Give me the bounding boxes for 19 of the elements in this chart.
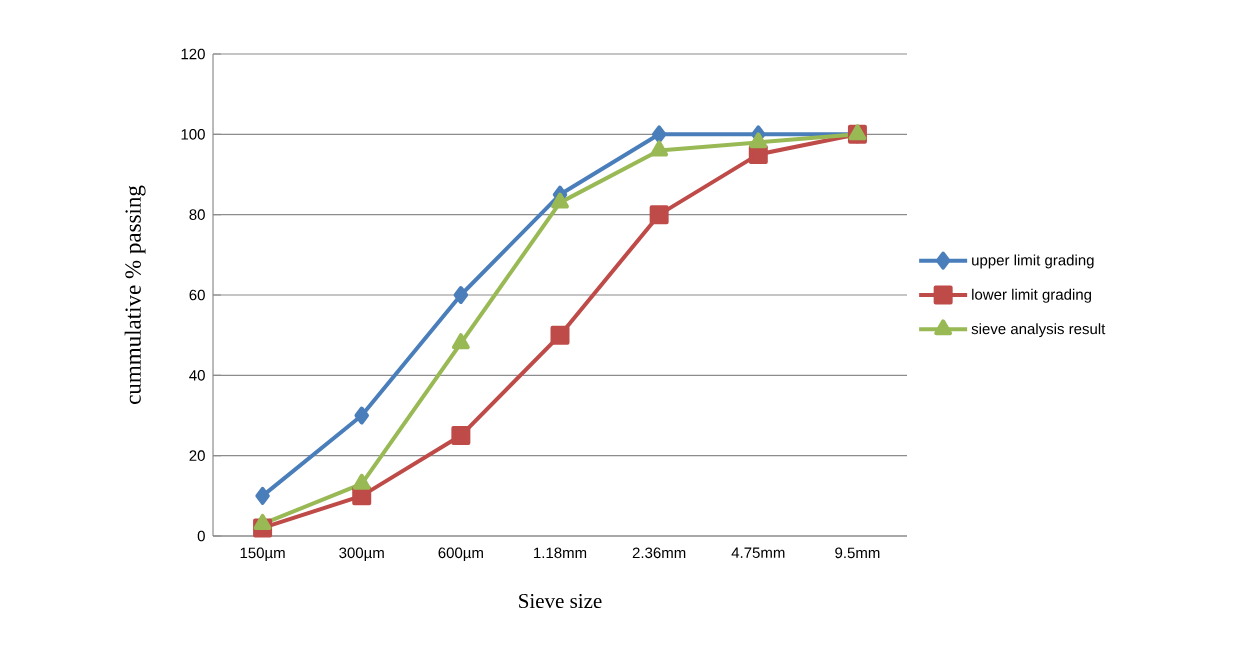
x-tick-label: 600µm (438, 547, 483, 562)
legend-label: upper limit grading (972, 254, 1094, 269)
y-axis-title: cummulative % passing (124, 185, 146, 404)
y-tick-label: 120 (181, 48, 205, 60)
legend-label: sieve analysis result (971, 323, 1106, 338)
x-tick-label: 150µm (240, 547, 285, 562)
x-tick-label: 9.5mm (835, 547, 880, 559)
y-tick-label: 0 (197, 530, 205, 542)
x-tick-label: 1.18mm (534, 547, 587, 559)
x-tick-label: 2.36mm (632, 547, 686, 559)
y-tick-label: 40 (189, 370, 205, 381)
y-tick-label: 100 (181, 129, 205, 140)
legend-label: lower limit grading (972, 288, 1092, 303)
x-tick-label: 300µm (339, 547, 384, 562)
x-axis-title: Sieve size (519, 593, 602, 609)
x-tick-label: 4.75mm (731, 547, 785, 558)
y-tick-label: 20 (189, 450, 205, 461)
y-tick-label: 60 (189, 289, 205, 301)
y-tick-label: 80 (189, 209, 205, 220)
